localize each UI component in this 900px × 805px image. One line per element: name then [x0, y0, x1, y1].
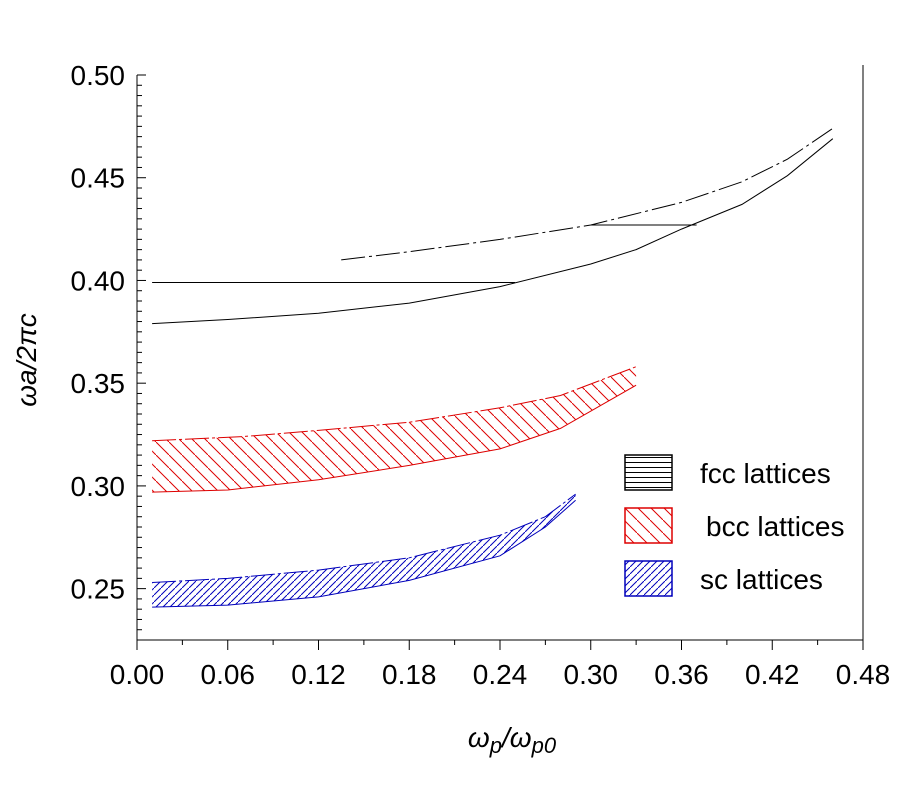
sc-upper-edge — [152, 493, 576, 583]
sc-lower-edge — [152, 499, 576, 608]
bcc-legend-label: bcc lattices — [706, 511, 845, 542]
sc-band — [152, 494, 576, 608]
x-tick-label: 0.48 — [836, 659, 891, 690]
y-tick-label: 0.40 — [71, 265, 126, 296]
y-axis-label: ωa/2πc — [11, 313, 42, 407]
sc-legend-swatch — [624, 560, 673, 597]
x-tick-label: 0.12 — [291, 659, 346, 690]
legend: fcc lattices bcc lattices sc lattices — [624, 454, 845, 597]
fcc-legend-swatch — [624, 454, 673, 491]
x-tick-label: 0.24 — [473, 659, 528, 690]
plot-area — [152, 127, 834, 608]
bcc-upper-edge — [152, 366, 637, 442]
axes: 0.25 0.30 0.35 0.40 0.45 0.50 0.00 0.06 0.12 0.18… — [71, 60, 891, 690]
x-tick-label: 0.30 — [564, 659, 619, 690]
y-tick-label: 0.30 — [71, 471, 126, 502]
x-tick-label: 0.36 — [654, 659, 709, 690]
sc-legend-label: sc lattices — [700, 564, 823, 595]
x-tick-label: 0.06 — [201, 659, 256, 690]
bcc-lower-edge — [152, 384, 637, 493]
bcc-band — [152, 366, 637, 493]
y-tick-label: 0.45 — [71, 163, 126, 194]
y-tick-label: 0.50 — [71, 60, 126, 91]
x-tick-label: 0.00 — [110, 659, 165, 690]
y-tick-label: 0.25 — [71, 574, 126, 605]
y-tick-label: 0.35 — [71, 368, 126, 399]
fcc-lower-edge — [152, 138, 834, 325]
x-axis-label: ωp/ωp0 — [468, 722, 557, 758]
x-tick-label: 0.18 — [382, 659, 437, 690]
fcc-upper-edge — [341, 127, 834, 261]
x-tick-label: 0.42 — [745, 659, 800, 690]
fcc-legend-label: fcc lattices — [700, 458, 831, 489]
bcc-legend-swatch — [624, 507, 673, 544]
